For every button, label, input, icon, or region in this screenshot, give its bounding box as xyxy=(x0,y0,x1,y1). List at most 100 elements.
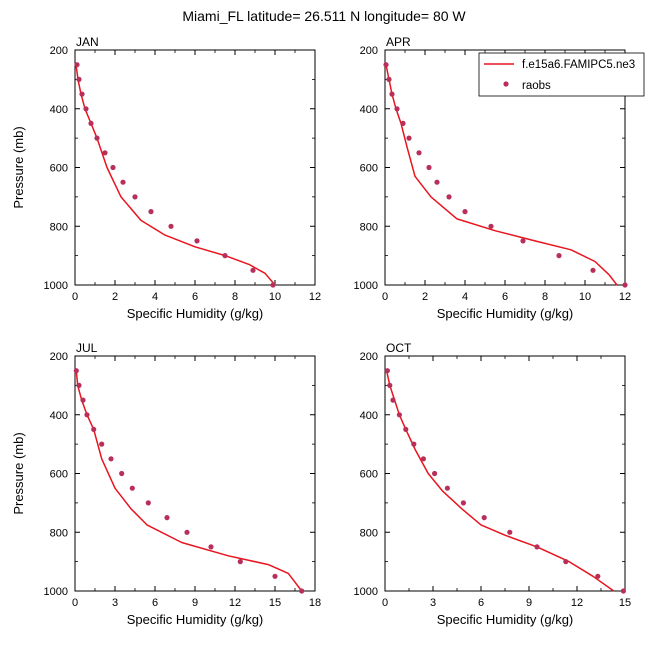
raobs-point xyxy=(102,150,108,156)
raobs-point xyxy=(129,485,135,491)
x-tick-label: 6 xyxy=(152,597,158,609)
x-tick-label: 6 xyxy=(478,597,484,609)
raobs-point xyxy=(108,456,114,462)
raobs-point xyxy=(520,238,526,244)
raobs-point xyxy=(411,441,417,447)
y-tick-label: 1000 xyxy=(354,586,378,598)
y-tick-label: 400 xyxy=(50,410,68,422)
raobs-point xyxy=(73,368,79,374)
y-tick-label: 800 xyxy=(360,221,378,233)
plot-frame xyxy=(384,355,626,592)
raobs-point xyxy=(394,106,400,112)
panel-label: OCT xyxy=(386,341,412,355)
model-line xyxy=(385,370,615,592)
x-tick-label: 0 xyxy=(382,597,388,609)
raobs-point xyxy=(132,194,138,200)
raobs-point xyxy=(384,368,390,374)
raobs-point xyxy=(488,223,494,229)
model-line xyxy=(385,64,618,286)
raobs-point xyxy=(444,485,450,491)
legend-obs-label: raobs xyxy=(522,80,551,92)
raobs-point xyxy=(406,135,412,141)
raobs-point xyxy=(120,179,126,185)
y-tick-label: 400 xyxy=(360,104,378,116)
raobs-point xyxy=(76,382,82,388)
y-tick-label: 800 xyxy=(50,527,68,539)
x-tick-label: 2 xyxy=(422,291,428,303)
legend: f.e15a6.FAMIPC5.ne3 raobs xyxy=(478,52,645,97)
raobs-point xyxy=(119,470,125,477)
y-tick-label: 1000 xyxy=(44,280,68,292)
y-tick-label: 600 xyxy=(360,163,378,175)
panel-jan: JAN 0 2 4 6 8 10 12 200 400 600 800 1000 Specific Hum… xyxy=(11,35,321,321)
raobs-point xyxy=(222,253,228,259)
raobs-point xyxy=(383,62,389,68)
raobs-point xyxy=(79,91,85,97)
raobs-point xyxy=(416,150,422,156)
x-tick-label: 3 xyxy=(112,597,118,609)
x-axis-label: Specific Humidity (g/kg) xyxy=(437,306,574,321)
raobs-point xyxy=(164,515,170,521)
raobs-point xyxy=(74,62,80,68)
raobs-point xyxy=(595,573,601,579)
raobs-point xyxy=(208,544,214,550)
raobs-point xyxy=(84,412,90,418)
raobs-point xyxy=(481,515,487,521)
raobs-point xyxy=(396,412,402,418)
raobs-point xyxy=(534,544,540,550)
x-tick-label: 8 xyxy=(542,291,548,303)
raobs-point xyxy=(403,426,409,432)
panel-label: JAN xyxy=(76,35,99,49)
x-tick-label: 15 xyxy=(619,597,631,609)
x-tick-label: 0 xyxy=(72,291,78,303)
raobs-point xyxy=(387,382,393,388)
raobs-point xyxy=(426,164,432,171)
raobs-point xyxy=(250,267,256,273)
legend-box xyxy=(478,52,645,97)
x-tick-label: 9 xyxy=(526,597,532,609)
raobs-point xyxy=(460,500,466,506)
raobs-point xyxy=(390,397,396,403)
raobs-point xyxy=(556,253,562,259)
y-tick-label: 600 xyxy=(50,469,68,481)
raobs-point xyxy=(590,267,596,273)
x-tick-label: 18 xyxy=(309,597,321,609)
x-axis-label: Specific Humidity (g/kg) xyxy=(127,612,264,627)
panel-oct: OCT 0 3 6 9 12 15 200 400 600 800 1000 Specific Humi… xyxy=(354,341,632,627)
x-tick-label: 0 xyxy=(72,597,78,609)
raobs-point xyxy=(563,559,569,565)
raobs-point xyxy=(446,194,452,200)
raobs-point xyxy=(432,470,438,477)
x-tick-label: 10 xyxy=(579,291,591,303)
raobs-point xyxy=(400,120,406,126)
raobs-point xyxy=(99,441,105,447)
plot-frame xyxy=(74,355,316,592)
raobs-point xyxy=(386,76,392,82)
y-tick-label: 200 xyxy=(50,351,68,363)
raobs-point xyxy=(168,223,174,229)
x-tick-label: 12 xyxy=(229,597,241,609)
raobs-point xyxy=(184,529,190,535)
panel-label: APR xyxy=(386,35,411,49)
raobs-point xyxy=(434,179,440,185)
y-tick-label: 1000 xyxy=(354,280,378,292)
x-tick-label: 4 xyxy=(152,291,158,303)
y-tick-label: 600 xyxy=(360,469,378,481)
raobs-point xyxy=(91,426,97,432)
y-tick-label: 1000 xyxy=(44,586,68,598)
y-tick-label: 200 xyxy=(50,45,68,57)
x-tick-label: 6 xyxy=(502,291,508,303)
panel-label: JUL xyxy=(76,341,98,355)
raobs-point xyxy=(462,209,468,215)
x-tick-label: 6 xyxy=(192,291,198,303)
x-tick-label: 10 xyxy=(269,291,281,303)
x-axis-label: Specific Humidity (g/kg) xyxy=(437,612,574,627)
y-tick-label: 400 xyxy=(50,104,68,116)
raobs-point xyxy=(620,588,627,594)
y-tick-label: 400 xyxy=(360,410,378,422)
x-tick-label: 4 xyxy=(462,291,468,303)
raobs-point xyxy=(80,397,86,403)
y-tick-label: 800 xyxy=(50,221,68,233)
raobs-point xyxy=(148,209,154,215)
